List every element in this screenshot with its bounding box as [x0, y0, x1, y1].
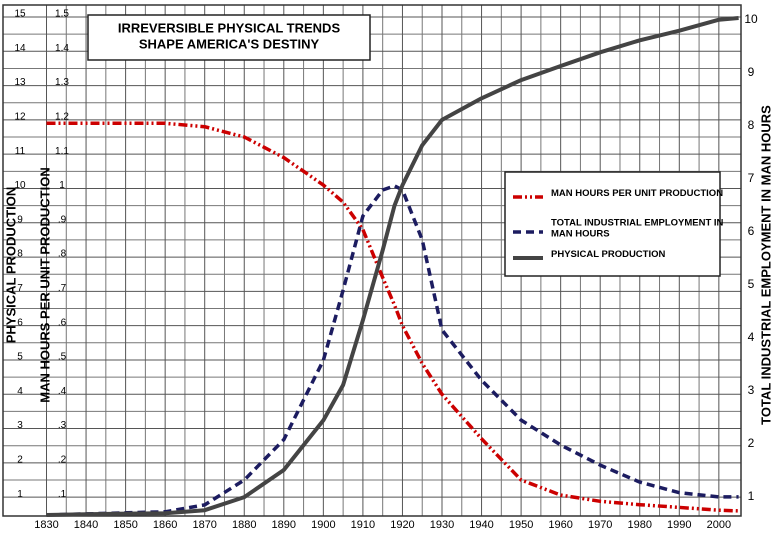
y3-tick-label: 1.1	[55, 146, 69, 157]
y2-tick-label: 7	[748, 171, 755, 185]
x-tick-label: 1880	[232, 519, 256, 531]
y3-axis-label: MAN HOURS PER UNIT PRODUCTION	[37, 167, 52, 402]
x-tick-label: 1980	[628, 519, 652, 531]
x-tick-label: 1900	[311, 519, 335, 531]
x-tick-label: 2000	[707, 519, 731, 531]
y3-tick-label: .6	[58, 317, 67, 328]
y2-tick-label: 4	[748, 330, 755, 344]
y3-tick-label: 1.4	[55, 43, 69, 54]
y-tick-label: 5	[17, 352, 23, 363]
y2-tick-label: 1	[748, 489, 755, 503]
x-tick-label: 1970	[588, 519, 612, 531]
y-tick-label: 3	[17, 420, 23, 431]
y3-tick-label: 1.2	[55, 112, 69, 123]
y3-tick-label: .8	[58, 249, 67, 260]
x-tick-label: 1930	[430, 519, 454, 531]
y3-tick-label: .5	[58, 352, 67, 363]
y-tick-label: 1	[17, 489, 23, 500]
y2-tick-label: 9	[748, 65, 755, 79]
y2-tick-label: 3	[748, 383, 755, 397]
y-tick-label: 12	[14, 112, 26, 123]
x-tick-label: 1850	[113, 519, 137, 531]
y3-tick-label: .4	[58, 386, 67, 397]
y-tick-label: 8	[17, 249, 23, 260]
y3-tick-label: 1.5	[55, 9, 69, 20]
y3-tick-label: .7	[58, 283, 67, 294]
y3-tick-label: .9	[58, 214, 67, 225]
y2-tick-label: 5	[748, 277, 755, 291]
x-tick-label: 1870	[192, 519, 216, 531]
y2-tick-label: 2	[748, 436, 755, 450]
legend-label: TOTAL INDUSTRIAL EMPLOYMENT IN MAN HOURS	[551, 217, 724, 239]
x-tick-label: 1950	[509, 519, 533, 531]
y2-tick-label: 6	[748, 224, 755, 238]
y2-tick-label: 8	[748, 118, 755, 132]
x-tick-label: 1960	[548, 519, 572, 531]
y-tick-label: 10	[14, 180, 26, 191]
y3-tick-label: .1	[58, 489, 67, 500]
y-tick-label: 9	[17, 214, 23, 225]
chart-title: IRREVERSIBLE PHYSICAL TRENDS	[118, 20, 341, 35]
y-tick-label: 14	[14, 43, 26, 54]
series-line	[46, 16, 739, 517]
plot-frame	[2, 4, 742, 517]
y-tick-label: 4	[17, 386, 23, 397]
y-tick-label: 2	[17, 454, 23, 465]
y-axis-label: PHYSICAL PRODUCTION	[3, 187, 18, 344]
x-tick-label: 1890	[272, 519, 296, 531]
x-tick-label: 1840	[74, 519, 98, 531]
x-tick-label: 1910	[351, 519, 375, 531]
y-tick-label: 11	[15, 146, 26, 157]
x-tick-label: 1860	[153, 519, 177, 531]
series-line	[46, 184, 739, 517]
y3-tick-label: .3	[58, 420, 67, 431]
legend-label: MAN HOURS PER UNIT PRODUCTION	[551, 188, 723, 199]
series-line	[46, 121, 739, 513]
chart-title: SHAPE AMERICA'S DESTINY	[139, 36, 320, 51]
x-tick-label: 1990	[667, 519, 691, 531]
y-tick-label: 13	[14, 77, 26, 88]
y3-tick-label: 1.3	[55, 77, 69, 88]
x-tick-label: 1830	[34, 519, 58, 531]
x-tick-label: 1920	[390, 519, 414, 531]
x-tick-label: 1940	[469, 519, 493, 531]
y2-tick-label: 10	[744, 12, 758, 26]
y2-axis-label: TOTAL INDUSTRIAL EMPLOYMENT IN MAN HOURS	[758, 105, 773, 425]
y3-tick-label: 1	[59, 180, 65, 191]
y-tick-label: 7	[17, 283, 23, 294]
y-tick-label: 15	[14, 9, 26, 20]
legend-label: PHYSICAL PRODUCTION	[551, 249, 666, 260]
y3-tick-label: .2	[58, 454, 67, 465]
title-box	[87, 14, 371, 61]
y-tick-label: 6	[17, 317, 23, 328]
